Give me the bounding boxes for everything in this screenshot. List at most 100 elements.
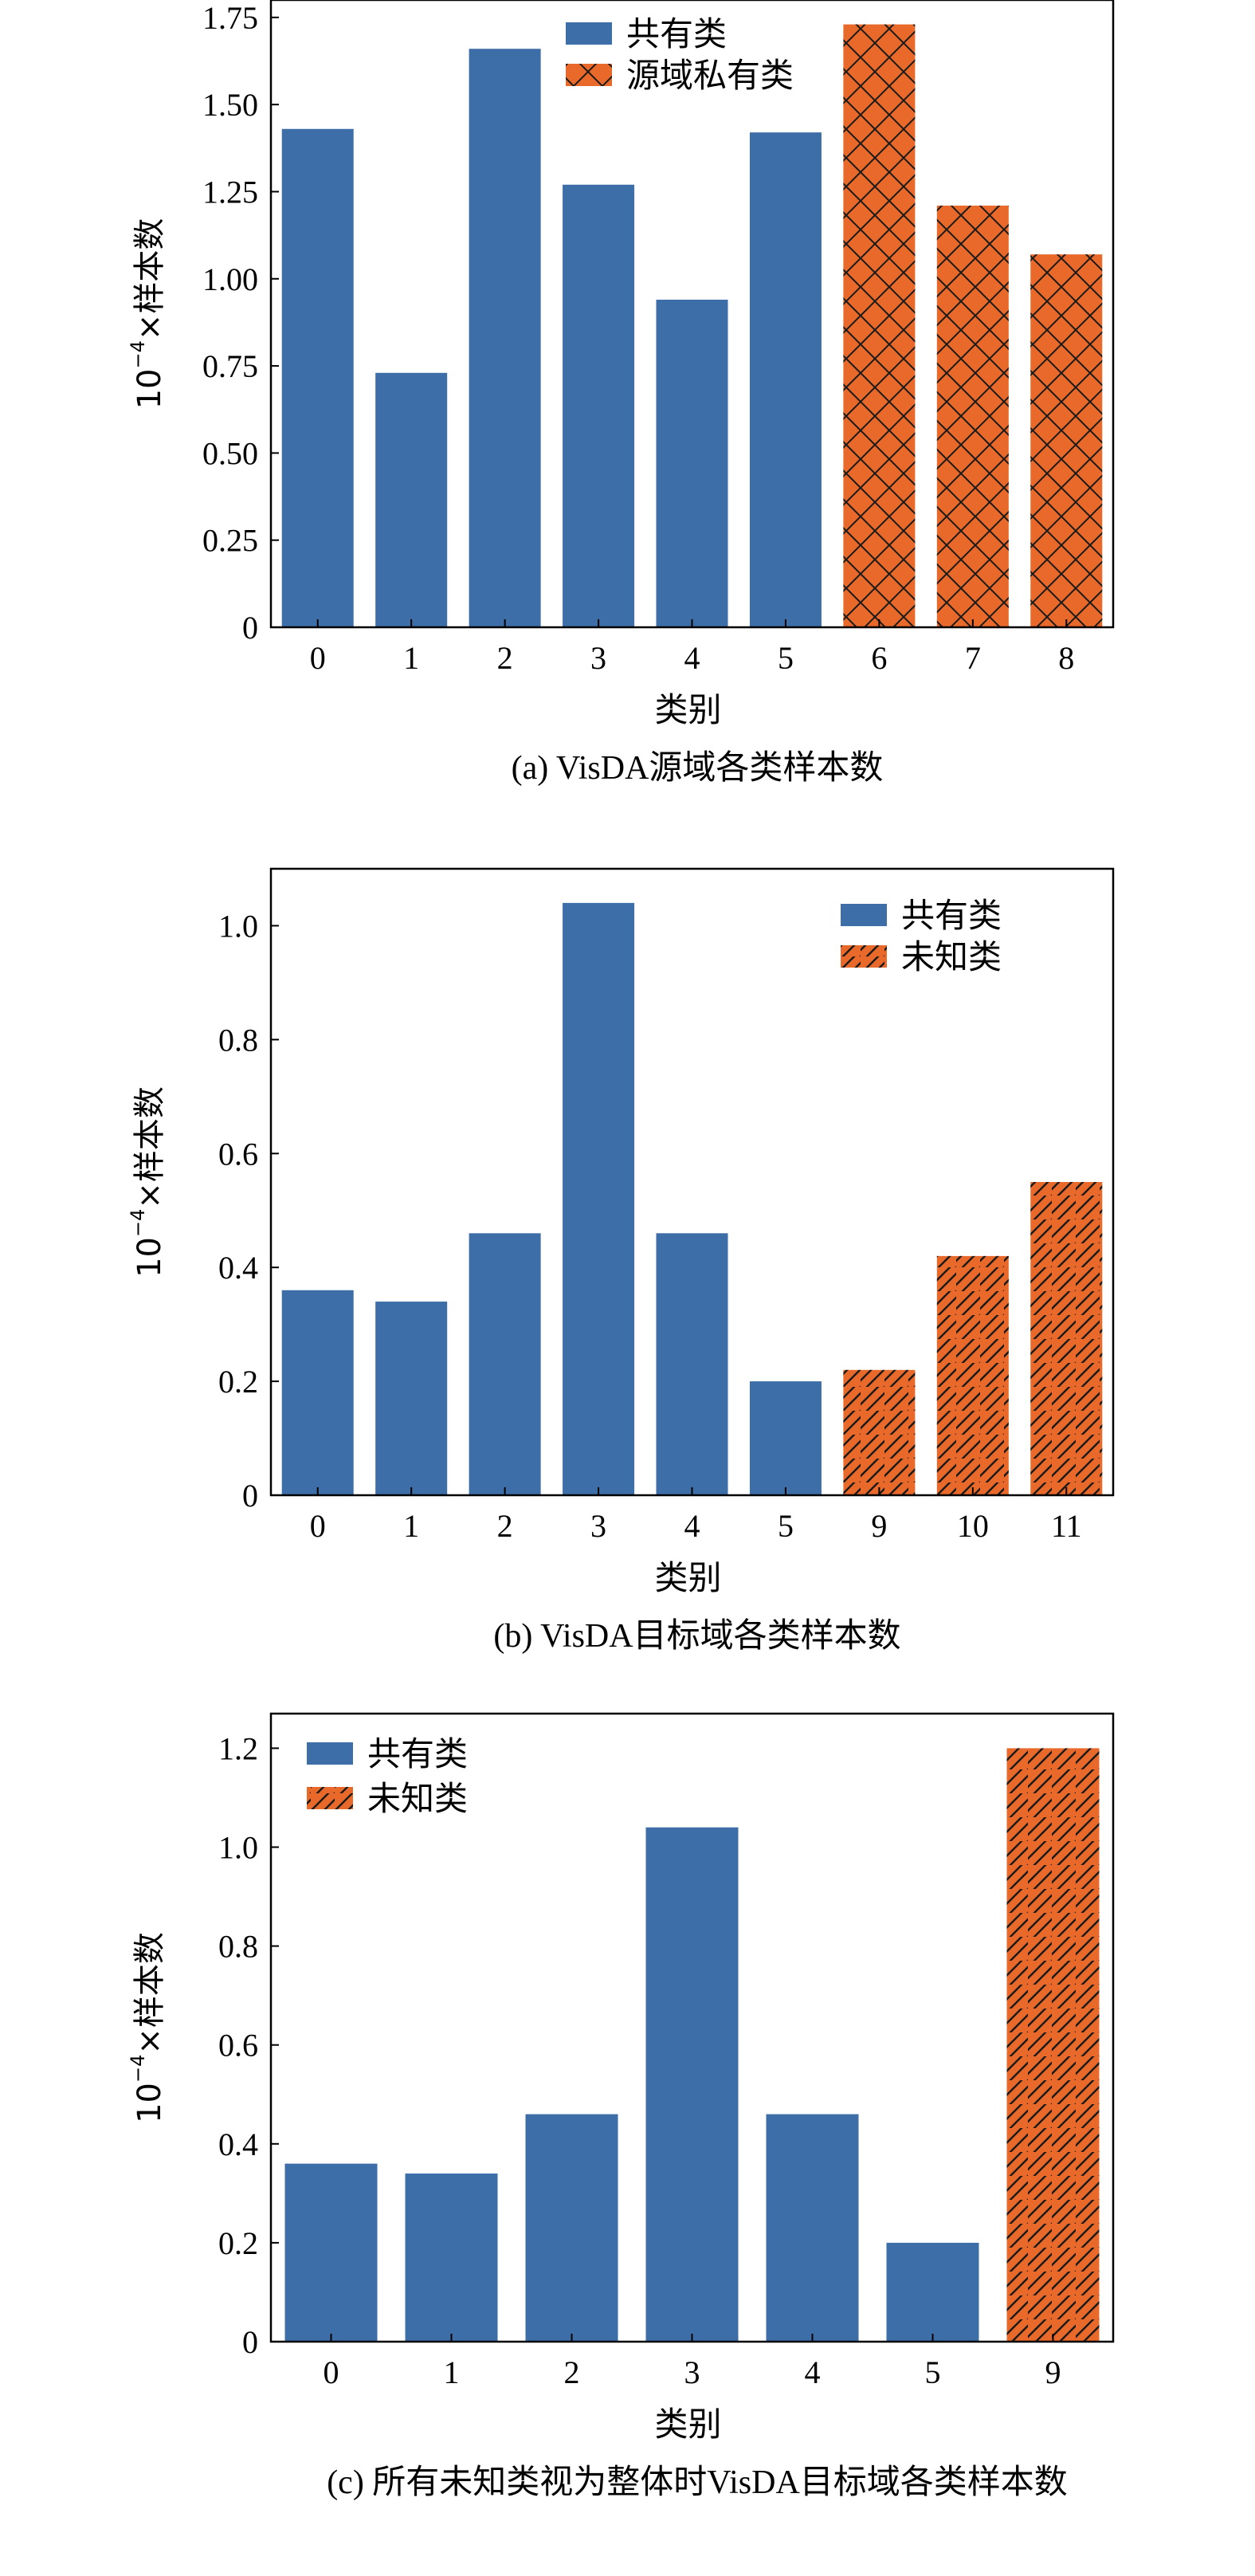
bar-hatch-11 — [1030, 1182, 1103, 1495]
y-axis-label-unit: ×样本数 — [131, 1932, 168, 2055]
bar-2 — [469, 1233, 541, 1495]
chart-caption: (a) VisDA源域各类样本数 — [512, 749, 884, 787]
bar-1 — [375, 372, 448, 627]
y-tick-label: 1.00 — [202, 261, 258, 297]
chart-caption: (c) 所有未知类视为整体时VisDA目标域各类样本数 — [327, 2464, 1068, 2501]
bar-hatch-9 — [1006, 1748, 1100, 2342]
x-tick-label: 11 — [1051, 1508, 1082, 1544]
x-tick-label: 8 — [1058, 640, 1074, 676]
y-axis-label-exponent: −4 — [127, 1209, 149, 1237]
y-tick-label: 0.75 — [202, 348, 258, 384]
legend-label-other: 未知类 — [901, 937, 1002, 976]
bar-hatch-8 — [1030, 254, 1103, 627]
x-tick-label: 3 — [590, 640, 606, 676]
x-tick-label: 6 — [871, 640, 887, 676]
bar-hatch-7 — [936, 205, 1009, 627]
x-tick-label: 2 — [497, 1508, 513, 1544]
y-tick-label: 0 — [242, 610, 258, 646]
y-axis-label-unit: ×样本数 — [131, 1086, 168, 1209]
x-tick-label: 9 — [871, 1508, 887, 1544]
y-tick-label: 0.2 — [218, 2225, 258, 2261]
legend-swatch-shared — [841, 904, 887, 926]
legend-label-other: 源域私有类 — [626, 56, 794, 95]
x-tick-label: 0 — [310, 1508, 326, 1544]
x-tick-label: 5 — [778, 640, 794, 676]
y-tick-label: 0.6 — [218, 2028, 258, 2064]
bar-3 — [645, 1827, 739, 2342]
y-axis-label: 10−4×样本数 — [127, 1932, 168, 2123]
y-tick-label: 1.0 — [218, 1830, 258, 1866]
y-axis-label-unit: ×样本数 — [131, 218, 168, 341]
y-tick-label: 0.4 — [218, 2126, 258, 2162]
legend-label-shared: 共有类 — [367, 1734, 468, 1773]
x-tick-label: 1 — [444, 2354, 460, 2390]
y-axis-label-exponent: −4 — [127, 2055, 149, 2083]
y-tick-label: 0.6 — [218, 1136, 258, 1172]
x-tick-label: 4 — [684, 640, 700, 676]
x-tick-label: 9 — [1045, 2354, 1061, 2390]
chart-0: 0 1 2 3 4 5 6 7 8 0 0.25 0.50 0.75 1.00 1.25 1.50 1.75 10… — [127, 0, 1115, 787]
y-tick-label: 0 — [242, 2324, 258, 2360]
y-tick-label: 1.50 — [202, 87, 258, 123]
bar-4 — [656, 300, 728, 627]
y-tick-label: 1.75 — [202, 0, 258, 36]
x-tick-label: 4 — [684, 1508, 700, 1544]
bar-5 — [749, 132, 822, 628]
bar-4 — [766, 2114, 859, 2342]
legend-swatch-hatch — [307, 1787, 353, 1809]
bar-3 — [563, 902, 635, 1495]
x-tick-label: 10 — [957, 1508, 989, 1544]
y-axis-label: 10−4×样本数 — [127, 1086, 168, 1278]
x-tick-label: 3 — [590, 1508, 606, 1544]
y-tick-label: 0.50 — [202, 435, 258, 471]
plot-frame — [269, 867, 1115, 1497]
bar-hatch-10 — [936, 1255, 1009, 1495]
x-tick-label: 7 — [965, 640, 981, 676]
y-axis-label-exponent: −4 — [127, 340, 149, 368]
bar-2 — [525, 2114, 618, 2342]
legend-swatch-shared — [566, 22, 612, 45]
y-axis-label-base: 10 — [131, 2083, 168, 2123]
bar-hatch-6 — [843, 24, 916, 628]
y-tick-label: 1.0 — [218, 908, 258, 944]
bar-1 — [375, 1302, 448, 1495]
legend-label-shared: 共有类 — [626, 14, 727, 53]
legend-label-shared: 共有类 — [901, 896, 1002, 935]
x-tick-label: 3 — [684, 2354, 700, 2390]
y-tick-label: 0.25 — [202, 523, 258, 559]
x-tick-label: 0 — [324, 2354, 339, 2390]
bar-3 — [563, 184, 635, 627]
legend-swatch-hatch — [566, 64, 612, 86]
bar-2 — [469, 49, 541, 627]
x-tick-label: 2 — [497, 640, 513, 676]
y-axis-label-base: 10 — [131, 1237, 168, 1278]
y-axis-label: 10−4×样本数 — [127, 218, 168, 410]
plot-frame — [269, 1712, 1115, 2343]
bar-1 — [405, 2174, 498, 2342]
y-tick-label: 0.4 — [218, 1250, 258, 1286]
legend-label-other: 未知类 — [367, 1779, 468, 1818]
bar-4 — [656, 1233, 728, 1495]
bar-0 — [284, 2163, 378, 2342]
y-tick-label: 0.8 — [218, 1022, 258, 1058]
y-axis-label-base: 10 — [131, 369, 168, 410]
bar-5 — [886, 2242, 979, 2342]
bar-0 — [281, 1290, 354, 1495]
bar-hatch-9 — [843, 1369, 916, 1495]
x-axis-label: 类别 — [654, 690, 721, 729]
x-tick-label: 1 — [403, 640, 419, 676]
x-tick-label: 4 — [805, 2354, 821, 2390]
x-tick-label: 2 — [564, 2354, 580, 2390]
legend-swatch-hatch — [841, 945, 887, 968]
y-tick-label: 1.25 — [202, 174, 258, 210]
x-axis-label: 类别 — [654, 1558, 721, 1597]
x-tick-label: 1 — [403, 1508, 419, 1544]
x-tick-label: 5 — [925, 2354, 941, 2390]
legend-swatch-shared — [307, 1742, 353, 1765]
chart-1: 0 1 2 3 4 5 9 10 1100.20.40.60.81.010−4×样本数类别(b)… — [127, 867, 1115, 1655]
